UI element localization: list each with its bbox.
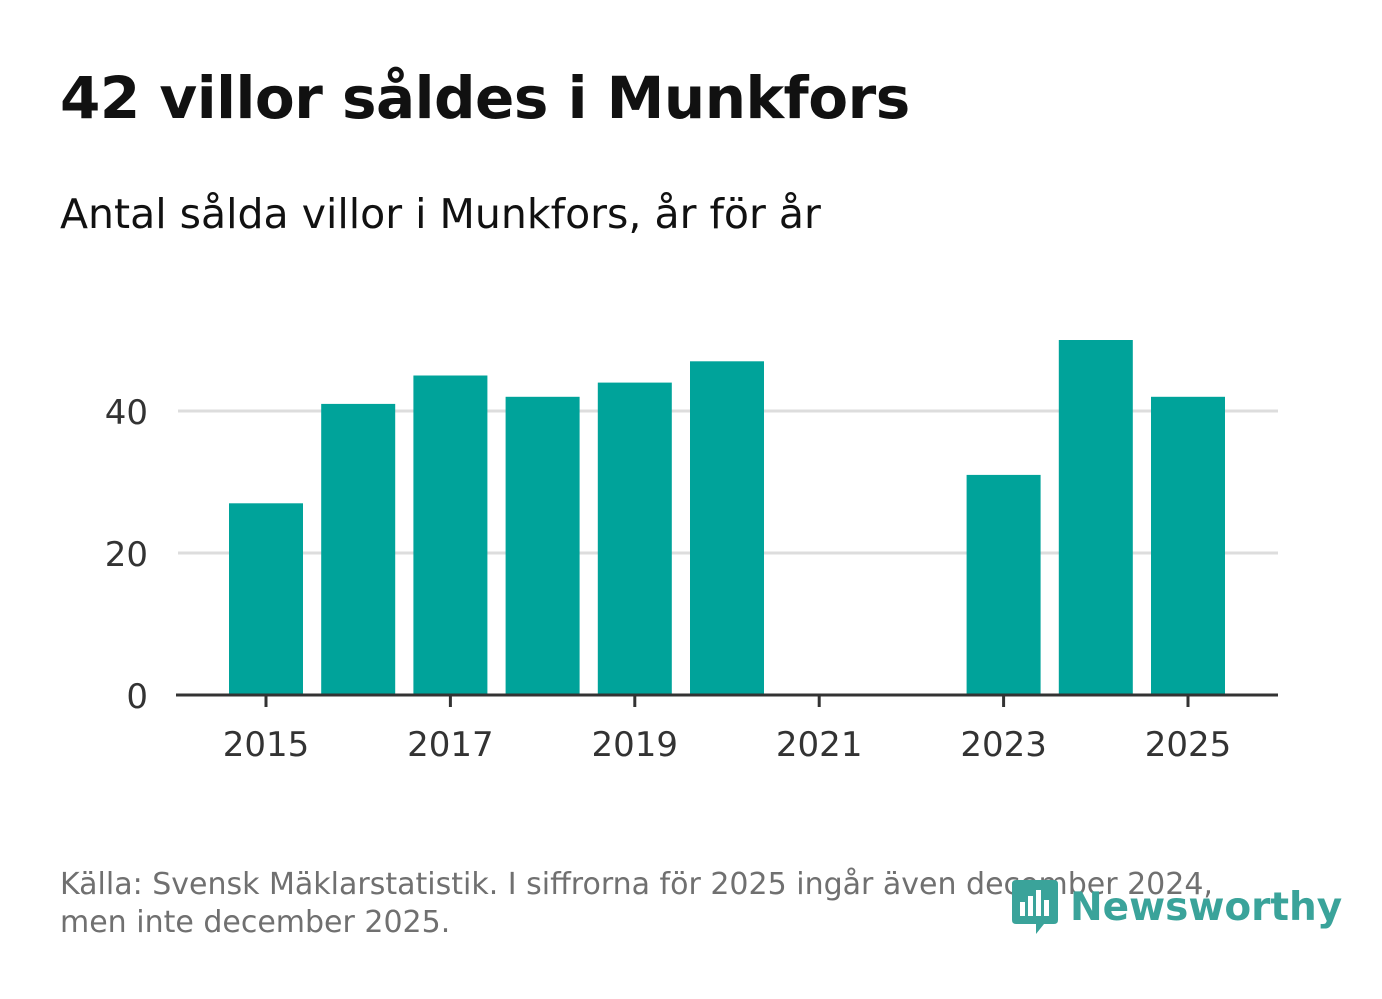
bar-2020: [690, 361, 764, 695]
chart-subtitle: Antal sålda villor i Munkfors, år för år: [60, 190, 821, 238]
newsworthy-logo: Newsworthy: [1010, 876, 1342, 938]
bar-2023: [966, 474, 1041, 695]
bar-2024: [1058, 340, 1133, 695]
bar-2015: [229, 503, 303, 695]
bars: [229, 340, 1225, 695]
brand-name: Newsworthy: [1070, 884, 1343, 930]
x-tick-label: 2019: [592, 725, 679, 765]
chart-title: 42 villor såldes i Munkfors: [60, 64, 910, 132]
bar-2025: [1151, 396, 1225, 695]
y-tick-label: 40: [105, 393, 148, 433]
bar-2019: [597, 382, 672, 695]
x-tick-label: 2015: [223, 725, 310, 765]
x-tick-label: 2021: [776, 725, 863, 765]
newsworthy-icon: [1012, 880, 1058, 934]
axes: 0 20 40 2015 2017 2019 2021 2023 2025: [105, 393, 1278, 765]
bar-2017: [413, 375, 488, 695]
x-tick-label: 2017: [407, 725, 494, 765]
y-tick-label: 0: [126, 677, 148, 717]
source-line-2: men inte december 2025.: [60, 905, 451, 940]
bar-2016: [321, 403, 396, 695]
x-tick-label: 2023: [960, 725, 1047, 765]
bar-2018: [505, 396, 580, 695]
y-tick-label: 20: [105, 535, 148, 575]
x-tick-label: 2025: [1145, 725, 1232, 765]
